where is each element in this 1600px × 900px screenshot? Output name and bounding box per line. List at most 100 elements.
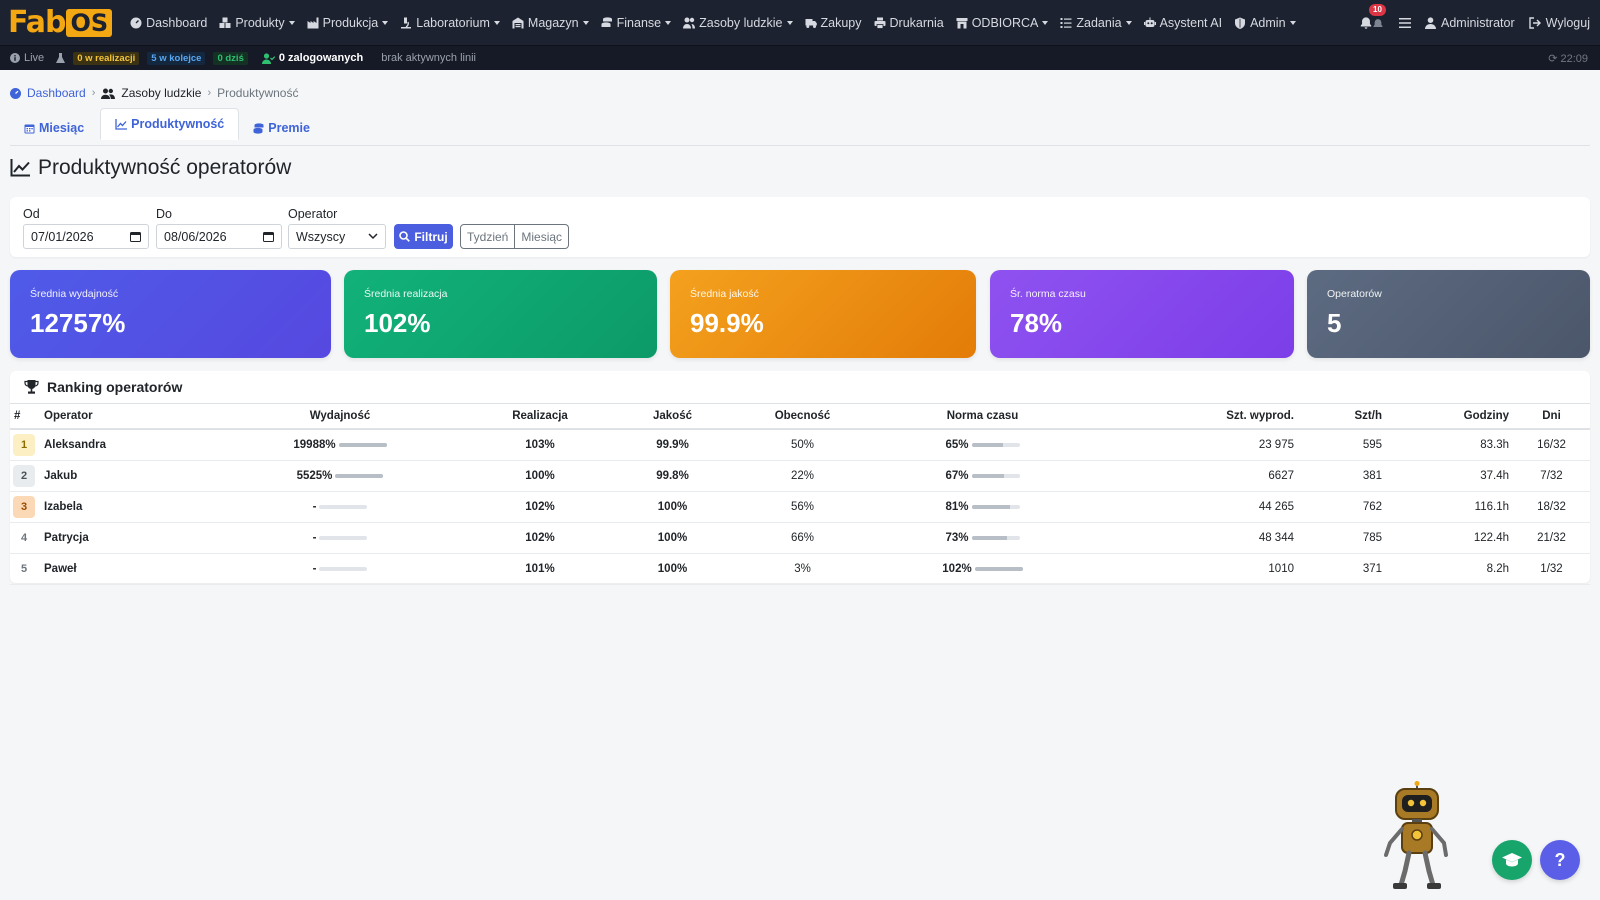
days-value: 7/32 — [1513, 460, 1590, 492]
time-norm-bar-fill — [971, 442, 1003, 447]
calendar-icon — [263, 232, 274, 242]
nav-item-produkty[interactable]: Produkty — [213, 0, 300, 45]
in-progress-badge[interactable]: 0 w realizacji — [73, 51, 140, 65]
per-hour-value: 595 — [1298, 429, 1386, 461]
nav-item-laboratorium[interactable]: Laboratorium — [394, 0, 506, 45]
efficiency-bar — [319, 535, 368, 540]
nav-item-odbiorca[interactable]: ODBIORCA — [950, 0, 1055, 45]
days-value: 1/32 — [1513, 553, 1590, 585]
nav-item-admin[interactable]: Admin — [1228, 0, 1301, 45]
logged-in-count: 0 zalogowanych — [278, 52, 364, 64]
breadcrumb-separator: › — [91, 87, 96, 99]
table-row[interactable]: 2 Jakub 5525% 100% 99.8% 22% 67% 6627 381 37.4h 7/… — [10, 460, 1590, 492]
table-row[interactable]: 3 Izabela - 102% 100% 56% 81% 44 265 762 116.1h 18… — [10, 491, 1590, 523]
produced-value: 23 975 — [1065, 429, 1298, 461]
nav-item-zasoby-ludzkie[interactable]: Zasoby ludzkie — [677, 0, 798, 45]
coins-icon — [601, 16, 612, 27]
refresh-icon: ⟳ — [1548, 53, 1558, 65]
date-to-group: Do 08/06/2026 — [156, 207, 282, 249]
clock: ⟳ 22:09 — [1548, 52, 1588, 65]
tab-bar: Miesiąc Produktywność Premie — [10, 108, 1590, 146]
filter-button[interactable]: Filtruj — [394, 224, 453, 249]
tab-productivity[interactable]: Produktywność — [100, 108, 240, 140]
academy-button[interactable] — [1492, 840, 1532, 880]
help-button[interactable]: ? — [1540, 840, 1580, 880]
nav-item-label: Drukarnia — [889, 15, 944, 30]
nav-item-label: Admin — [1250, 15, 1286, 30]
users-icon — [683, 17, 696, 28]
queued-badge[interactable]: 5 w kolejce — [147, 51, 206, 65]
nav-item-drukarnia[interactable]: Drukarnia — [868, 0, 950, 45]
breadcrumb-separator: › — [207, 87, 212, 99]
tab-productivity-label: Produktywność — [131, 117, 225, 131]
nav-item-produkcja[interactable]: Produkcja — [301, 0, 395, 45]
time-norm-value: 102% — [942, 562, 972, 575]
operator-name[interactable]: Paweł — [40, 553, 240, 585]
search-icon — [399, 231, 411, 242]
efficiency-cell: 19988% — [293, 439, 387, 451]
today-badge[interactable]: 0 dziś — [213, 51, 248, 65]
time-norm-cell: 67% — [945, 470, 1020, 482]
breadcrumb-hr[interactable]: Zasoby ludzkie — [121, 86, 202, 100]
chart-line-icon — [115, 118, 128, 130]
robot-mascot[interactable] — [1382, 781, 1452, 891]
chart-line-icon — [10, 159, 30, 177]
notifications-button[interactable]: 10 — [1359, 3, 1386, 33]
fabos-logo[interactable]: Fab OS — [8, 5, 113, 40]
logout-button[interactable]: Wyloguj — [1528, 16, 1590, 30]
date-to-input[interactable]: 08/06/2026 — [156, 224, 282, 249]
table-row[interactable]: 1 Aleksandra 19988% 103% 99.9% 50% 65% 23 975 59… — [10, 429, 1590, 461]
live-label: Live — [24, 52, 45, 64]
efficiency-value: 5525% — [296, 469, 333, 482]
table-row[interactable]: 4 Patrycja - 102% 100% 66% 73% 48 344 785 122.4h 2… — [10, 522, 1590, 554]
menu-icon[interactable] — [1399, 17, 1411, 29]
tab-bonuses[interactable]: Premie — [239, 112, 324, 144]
caret-down-icon — [382, 20, 389, 25]
quality-value: 99.8% — [640, 460, 705, 492]
efficiency-value: - — [312, 531, 317, 544]
nav-item-magazyn[interactable]: Magazyn — [506, 0, 595, 45]
time-norm-bar-fill — [971, 504, 1011, 509]
robot-right-arm — [1430, 827, 1448, 857]
robot-right-leg — [1422, 850, 1436, 888]
robot-eye — [1407, 799, 1415, 807]
efficiency-bar — [338, 442, 387, 447]
tab-month[interactable]: Miesiąc — [10, 112, 98, 144]
period-toggle: Tydzień Miesiąc — [460, 224, 570, 249]
nav-item-label: Magazyn — [527, 15, 579, 30]
operator-name[interactable]: Izabela — [40, 491, 240, 523]
nav-item-zakupy[interactable]: Zakupy — [799, 0, 868, 45]
stat-value: 12757% — [30, 308, 126, 338]
robot-icon — [1143, 17, 1156, 27]
bell-off-icon — [1373, 18, 1383, 27]
presence-value: 50% — [705, 429, 900, 461]
nav-item-finanse[interactable]: Finanse — [595, 0, 677, 45]
presence-value: 66% — [705, 522, 900, 554]
operator-select[interactable]: Wszyscy — [288, 224, 386, 249]
nav-item-asystent-ai[interactable]: Asystent AI — [1138, 0, 1229, 45]
operator-name[interactable]: Jakub — [40, 460, 240, 492]
stat-label: Śr. norma czasu — [1010, 288, 1086, 300]
user-menu[interactable]: Administrator — [1425, 16, 1515, 30]
date-from-input[interactable]: 07/01/2026 — [23, 224, 149, 249]
page-title: Produktywność operatorów — [10, 156, 291, 180]
logout-icon — [1528, 16, 1541, 29]
nav-item-dashboard[interactable]: Dashboard — [124, 0, 213, 45]
nav-right: 10 Administrator Wyloguj — [1359, 0, 1590, 45]
month-button[interactable]: Miesiąc — [514, 225, 568, 248]
nav-item-label: Finanse — [616, 15, 662, 30]
bell-icon — [1360, 16, 1372, 29]
tab-month-label: Miesiąc — [39, 121, 85, 135]
table-row[interactable]: 5 Paweł - 101% 100% 3% 102% 1010 371 8.2h 1/32 — [10, 553, 1590, 585]
operator-name[interactable]: Aleksandra — [40, 429, 240, 461]
trophy-icon — [24, 380, 39, 394]
presence-value: 22% — [705, 460, 900, 492]
nav-item-zadania[interactable]: Zadania — [1054, 0, 1137, 45]
breadcrumb-current: Produktywność — [217, 86, 299, 100]
operator-name[interactable]: Patrycja — [40, 522, 240, 554]
breadcrumb-dashboard[interactable]: Dashboard — [27, 86, 86, 100]
rank-badge: 5 — [13, 557, 35, 580]
logged-in-indicator: 0 zalogowanych — [261, 52, 364, 64]
date-from-group: Od 07/01/2026 — [23, 207, 149, 249]
week-button[interactable]: Tydzień — [467, 229, 509, 244]
